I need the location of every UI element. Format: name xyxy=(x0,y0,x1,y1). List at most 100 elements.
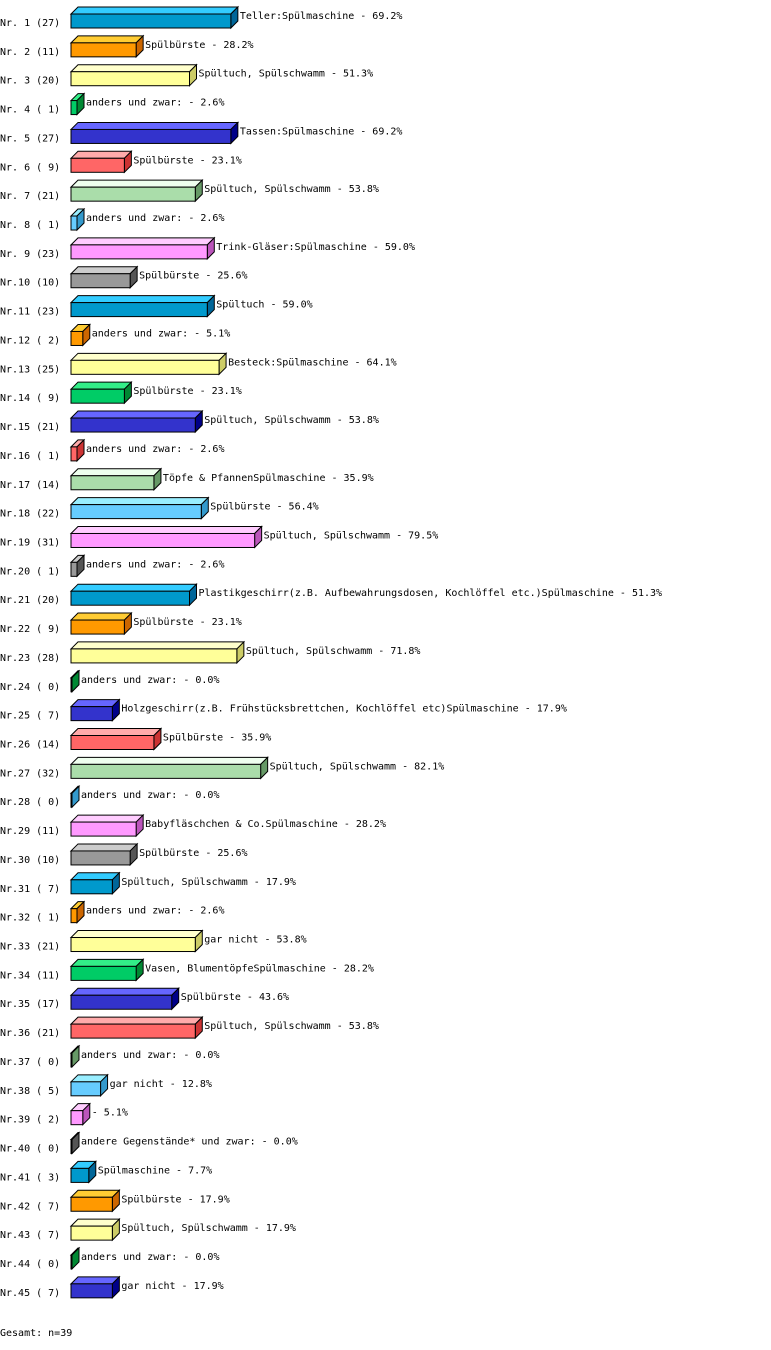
row-label: Nr.41 ( 3) xyxy=(0,1172,60,1183)
bar-top xyxy=(69,728,163,736)
row-label: Nr. 2 (11) xyxy=(0,47,60,58)
row-label: Nr.11 (23) xyxy=(0,307,60,318)
bar-label: anders und zwar: - 2.6% xyxy=(86,98,224,109)
bar-top xyxy=(69,266,139,275)
bar-top xyxy=(69,525,263,534)
row-label: Nr.15 (21) xyxy=(0,422,60,433)
bar-top xyxy=(69,1189,121,1198)
bar-side xyxy=(71,785,80,809)
bar xyxy=(70,1023,196,1039)
bar xyxy=(70,330,84,346)
bar xyxy=(70,965,137,981)
bar-label: Spülbürste - 23.1% xyxy=(133,617,241,628)
row-label: Nr.37 ( 0) xyxy=(0,1057,60,1068)
row-label: Nr.35 (17) xyxy=(0,999,60,1010)
row-label: Nr.10 (10) xyxy=(0,278,60,289)
bar-top xyxy=(69,958,145,967)
bar xyxy=(70,706,113,722)
row-label: Nr.24 ( 0) xyxy=(0,682,60,693)
bar-label: Babyfläschchen & Co.Spülmaschine - 28.2% xyxy=(145,819,386,830)
bar xyxy=(70,359,220,375)
bar xyxy=(70,302,208,318)
row-label: Nr.16 ( 1) xyxy=(0,451,60,462)
bar xyxy=(70,100,78,116)
bar-label: anders und zwar: - 2.6% xyxy=(86,906,224,917)
bar-top xyxy=(69,64,198,73)
bar-label: Spültuch, Spülschwamm - 79.5% xyxy=(264,530,439,541)
bar xyxy=(70,532,256,548)
bar-label: Spültuch, Spülschwamm - 53.8% xyxy=(204,1021,379,1032)
bar-top xyxy=(69,612,133,621)
bar-label: anders und zwar: - 0.0% xyxy=(81,675,219,686)
bar xyxy=(70,13,232,29)
bar-top xyxy=(69,641,246,650)
bar-top xyxy=(69,410,204,419)
row-label: Nr.40 ( 0) xyxy=(0,1144,60,1155)
bar xyxy=(70,1196,113,1212)
row-label: Nr. 4 ( 1) xyxy=(0,105,60,116)
bar-top xyxy=(69,699,121,708)
row-label: Nr. 1 (27) xyxy=(0,18,60,29)
row-label: Nr.28 ( 0) xyxy=(0,797,60,808)
bar-label: Spültuch, Spülschwamm - 53.8% xyxy=(204,415,379,426)
bar-top xyxy=(69,1218,121,1227)
bar-label: anders und zwar: - 0.0% xyxy=(81,1252,219,1263)
row-label: Nr. 9 (23) xyxy=(0,249,60,260)
bar-label: anders und zwar: - 5.1% xyxy=(92,328,230,339)
row-label: Nr.30 (10) xyxy=(0,855,60,866)
bar-label: Spülbürste - 25.6% xyxy=(139,271,247,282)
row-label: Nr.26 (14) xyxy=(0,740,60,751)
bar-top xyxy=(69,843,139,852)
bar-label: Spültuch, Spülschwamm - 71.8% xyxy=(246,646,421,657)
row-label: Nr.17 (14) xyxy=(0,480,60,491)
row-label: Nr.23 (28) xyxy=(0,653,60,664)
row-label: Nr.22 ( 9) xyxy=(0,624,60,635)
bar-label: Spülbürste - 23.1% xyxy=(133,386,241,397)
bar xyxy=(70,504,202,520)
row-label: Nr.45 ( 7) xyxy=(0,1288,60,1299)
bar-top xyxy=(69,987,180,996)
bar xyxy=(70,937,196,953)
row-label: Nr.19 (31) xyxy=(0,537,60,548)
bar-top xyxy=(69,352,228,361)
bar-label: Spülbürste - 28.2% xyxy=(145,40,253,51)
bar-side xyxy=(71,1131,80,1155)
bar xyxy=(70,648,238,664)
bar xyxy=(70,1254,73,1270)
bar-label: anders und zwar: - 2.6% xyxy=(86,213,224,224)
row-label: Nr.13 (25) xyxy=(0,364,60,375)
bar-label: Spülbürste - 23.1% xyxy=(133,155,241,166)
bar-label: anders und zwar: - 0.0% xyxy=(81,1050,219,1061)
bar-top xyxy=(69,1016,204,1025)
bar xyxy=(70,1225,113,1241)
bar-label: - 5.1% xyxy=(92,1108,128,1119)
total-label: Gesamt: n=39 xyxy=(0,1328,72,1339)
bar xyxy=(70,561,78,577)
bar-label: anders und zwar: - 0.0% xyxy=(81,790,219,801)
bar xyxy=(70,1167,90,1183)
row-label: Nr. 8 ( 1) xyxy=(0,220,60,231)
bar-top xyxy=(69,497,210,506)
bar xyxy=(70,186,196,202)
bar-top xyxy=(69,295,216,304)
bar xyxy=(70,1283,113,1299)
bar-top xyxy=(69,583,198,592)
bar-label: Besteck:Spülmaschine - 64.1% xyxy=(228,357,397,368)
bar xyxy=(70,619,125,635)
row-label: Nr.42 ( 7) xyxy=(0,1201,60,1212)
row-label: Nr.36 (21) xyxy=(0,1028,60,1039)
bar-label: Spülmaschine - 7.7% xyxy=(98,1165,212,1176)
row-label: Nr.27 (32) xyxy=(0,768,60,779)
bar-top xyxy=(69,468,163,477)
bar-label: Spülbürste - 43.6% xyxy=(181,992,289,1003)
bar-label: Holzgeschirr(z.B. Frühstücksbrettchen, K… xyxy=(121,704,567,715)
bar-side xyxy=(71,669,80,693)
bar-label: Teller:Spülmaschine - 69.2% xyxy=(240,11,403,22)
row-label: Nr.38 ( 5) xyxy=(0,1086,60,1097)
bar-side xyxy=(71,1246,80,1271)
bar xyxy=(70,821,137,837)
bar-label: Töpfe & PfannenSpülmaschine - 35.9% xyxy=(163,473,374,484)
row-label: Nr.29 (11) xyxy=(0,826,60,837)
row-label: Nr.44 ( 0) xyxy=(0,1259,60,1270)
